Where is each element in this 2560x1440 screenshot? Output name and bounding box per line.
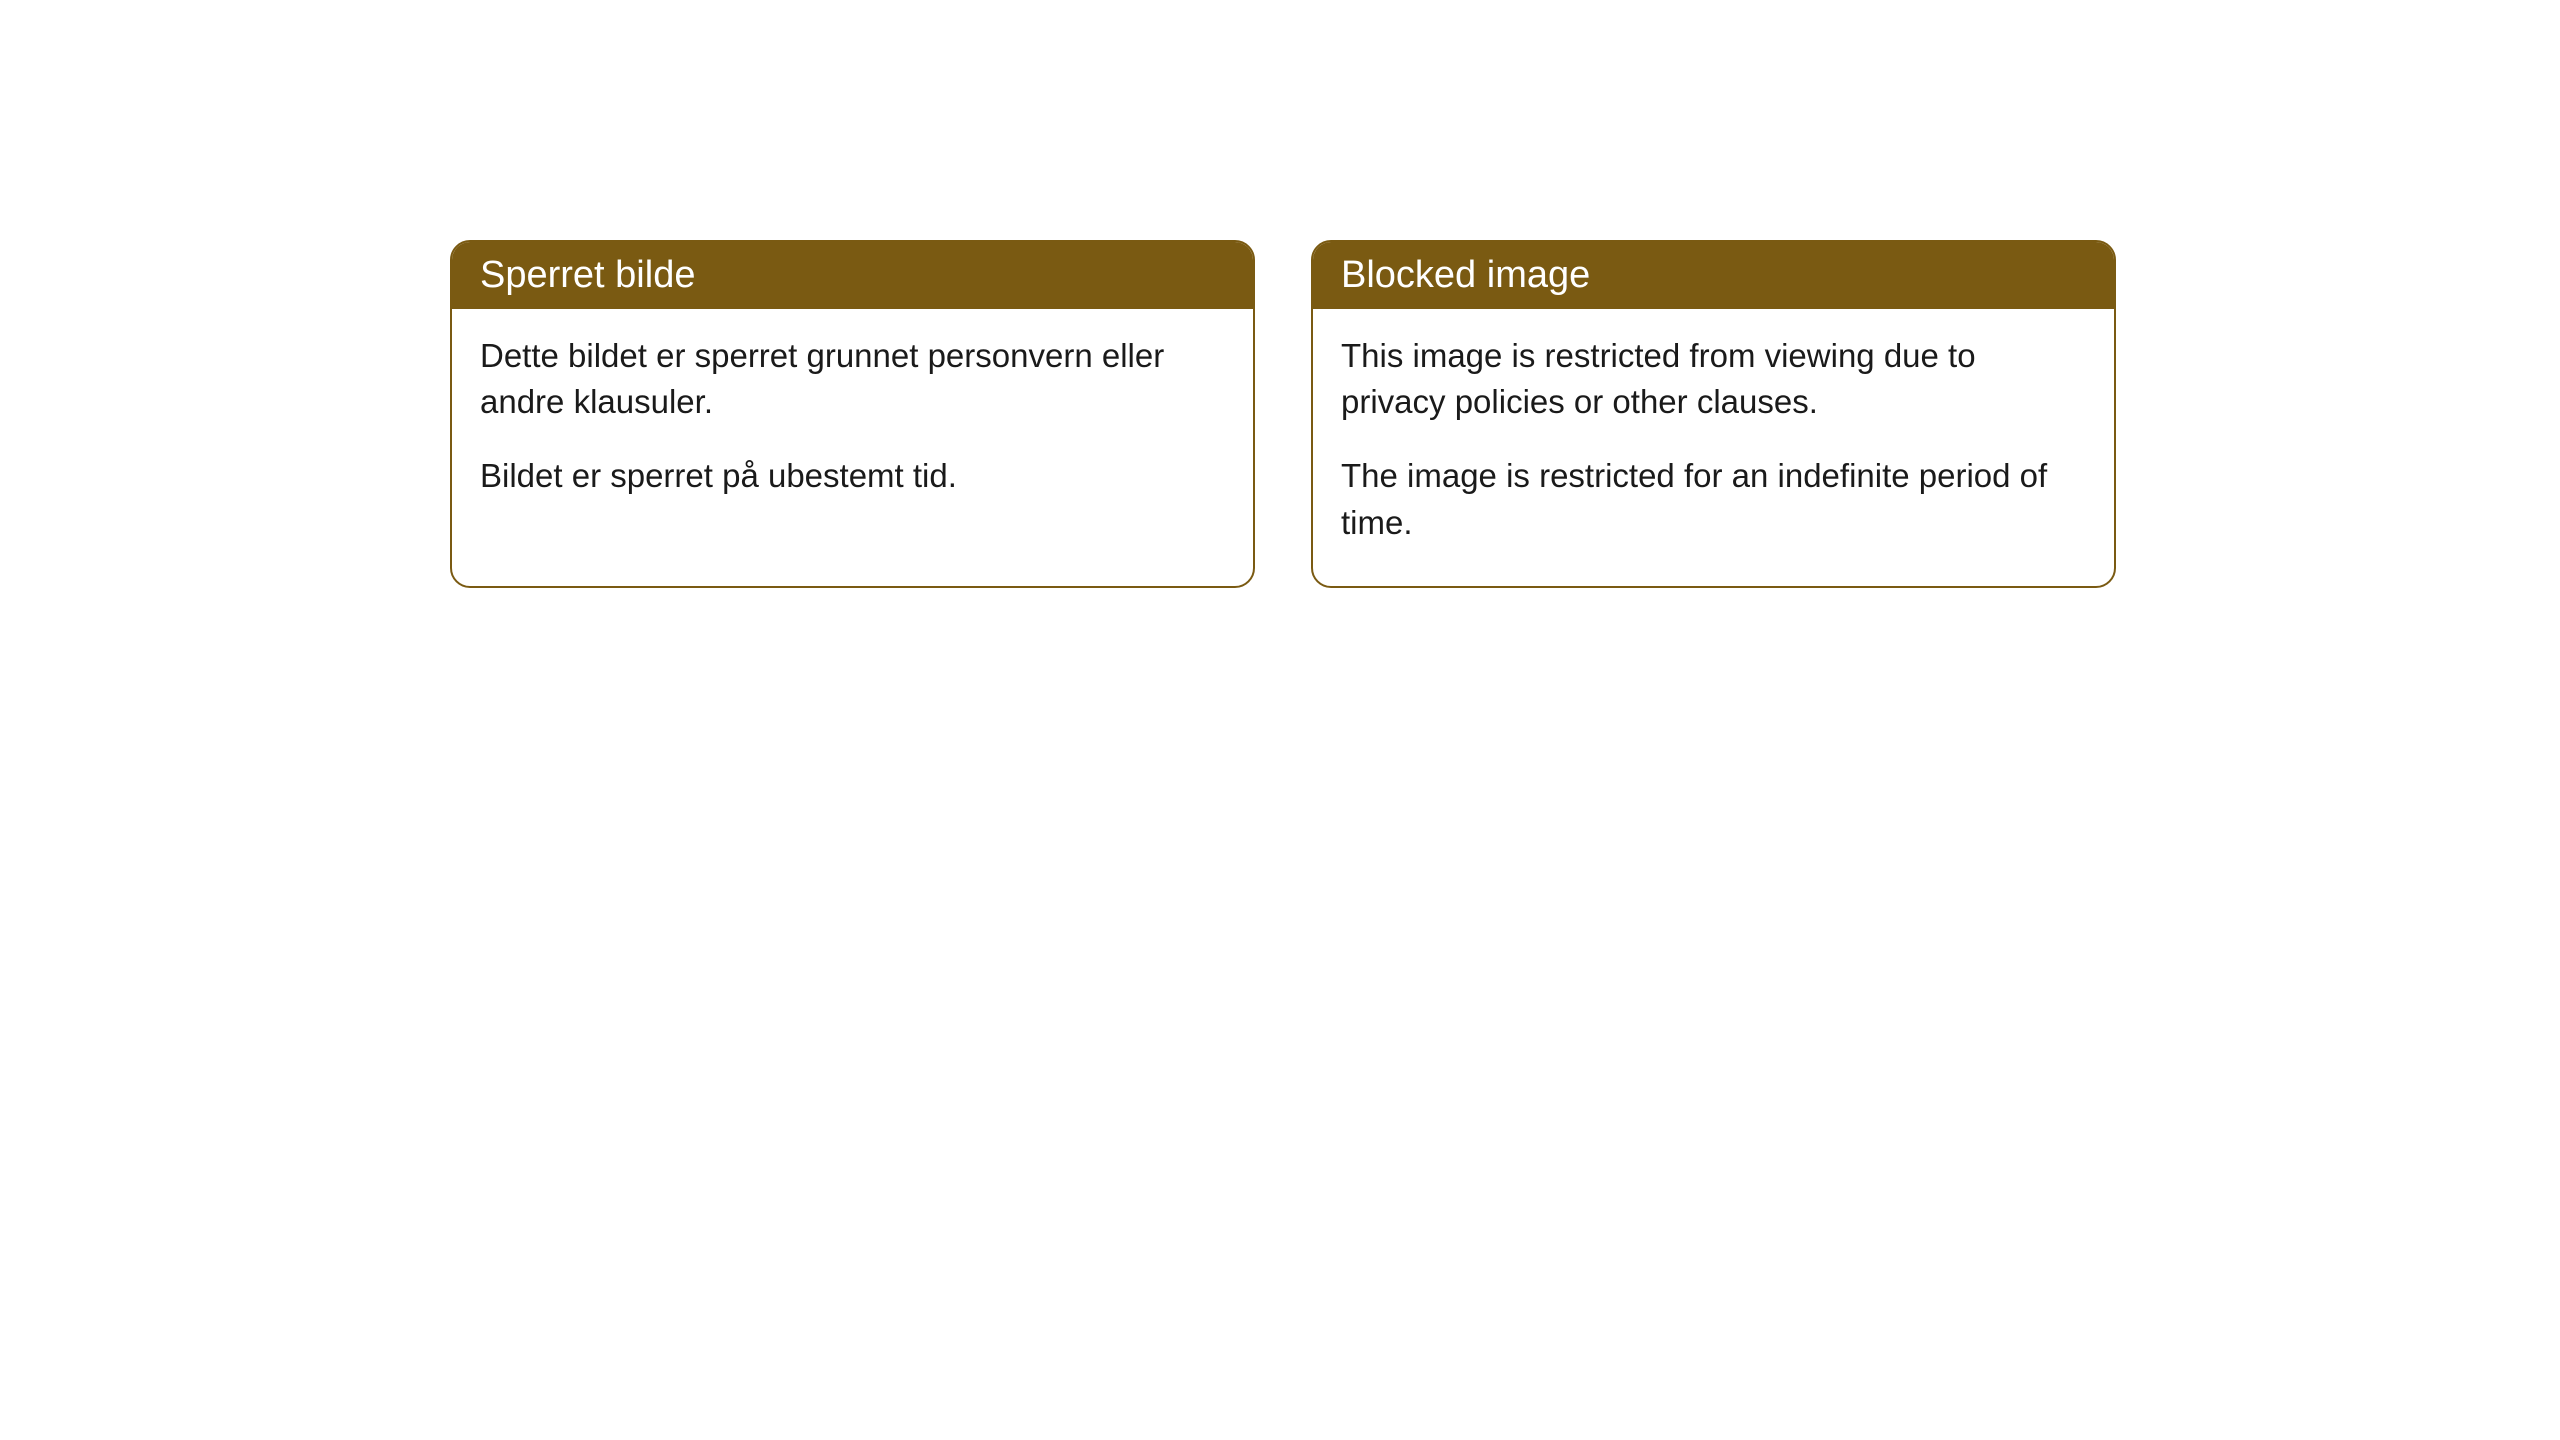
- card-paragraph-2-norwegian: Bildet er sperret på ubestemt tid.: [480, 453, 1225, 499]
- card-paragraph-1-norwegian: Dette bildet er sperret grunnet personve…: [480, 333, 1225, 425]
- card-paragraph-1-english: This image is restricted from viewing du…: [1341, 333, 2086, 425]
- card-header-norwegian: Sperret bilde: [452, 242, 1253, 309]
- card-english: Blocked image This image is restricted f…: [1311, 240, 2116, 588]
- card-norwegian: Sperret bilde Dette bildet er sperret gr…: [450, 240, 1255, 588]
- card-title-english: Blocked image: [1341, 254, 1590, 296]
- card-paragraph-2-english: The image is restricted for an indefinit…: [1341, 453, 2086, 545]
- card-body-norwegian: Dette bildet er sperret grunnet personve…: [452, 309, 1253, 540]
- card-title-norwegian: Sperret bilde: [480, 254, 695, 296]
- card-header-english: Blocked image: [1313, 242, 2114, 309]
- card-body-english: This image is restricted from viewing du…: [1313, 309, 2114, 586]
- cards-container: Sperret bilde Dette bildet er sperret gr…: [0, 0, 2560, 588]
